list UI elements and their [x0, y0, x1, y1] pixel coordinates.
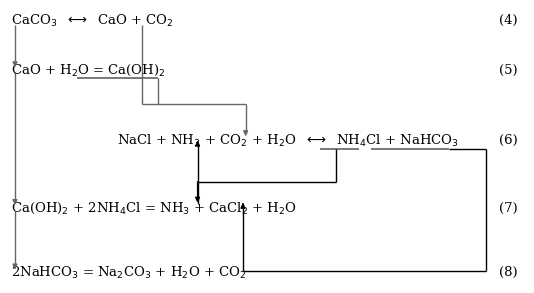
Text: CaCO$_3$  $\longleftrightarrow$  CaO + CO$_2$: CaCO$_3$ $\longleftrightarrow$ CaO + CO$…: [11, 13, 174, 28]
Text: 2NaHCO$_3$ = Na$_2$CO$_3$ + H$_2$O + CO$_2$: 2NaHCO$_3$ = Na$_2$CO$_3$ + H$_2$O + CO$…: [11, 265, 246, 280]
Text: NaCl + NH$_3$ + CO$_2$ + H$_2$O  $\longleftrightarrow$  NH$_4$Cl + NaHCO$_3$: NaCl + NH$_3$ + CO$_2$ + H$_2$O $\longle…: [117, 133, 459, 149]
Text: (5): (5): [499, 64, 518, 77]
Text: Ca(OH)$_2$ + 2NH$_4$Cl = NH$_3$ + CaCl$_2$ + H$_2$O: Ca(OH)$_2$ + 2NH$_4$Cl = NH$_3$ + CaCl$_…: [11, 200, 297, 216]
Text: (4): (4): [499, 14, 518, 27]
Text: CaO + H$_2$O = Ca(OH)$_2$: CaO + H$_2$O = Ca(OH)$_2$: [11, 63, 165, 78]
Text: (7): (7): [499, 202, 518, 214]
Text: (8): (8): [499, 266, 518, 279]
Text: (6): (6): [499, 134, 518, 147]
